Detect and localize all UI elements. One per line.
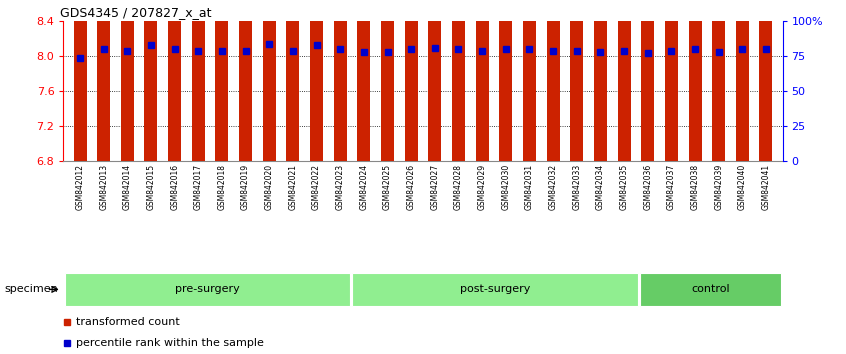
Bar — [64, 273, 350, 306]
Text: pre-surgery: pre-surgery — [175, 284, 239, 295]
Bar — [263, 0, 276, 161]
Text: transformed count: transformed count — [76, 317, 180, 327]
Bar — [570, 0, 583, 161]
Bar — [475, 0, 489, 161]
Bar — [74, 0, 86, 161]
Bar — [760, 0, 772, 161]
Bar — [428, 0, 442, 161]
Text: control: control — [691, 284, 730, 295]
Bar — [499, 0, 513, 161]
Bar — [352, 273, 638, 306]
Bar — [452, 0, 465, 161]
Bar — [665, 0, 678, 161]
Bar — [547, 0, 559, 161]
Text: specimen: specimen — [4, 284, 58, 295]
Bar — [310, 0, 323, 161]
Text: percentile rank within the sample: percentile rank within the sample — [76, 338, 264, 348]
Bar — [145, 0, 157, 161]
Bar — [640, 273, 782, 306]
Bar — [287, 0, 299, 161]
Bar — [192, 0, 205, 161]
Bar — [523, 0, 536, 161]
Bar — [404, 0, 418, 161]
Text: post-surgery: post-surgery — [459, 284, 530, 295]
Bar — [97, 0, 110, 161]
Bar — [216, 0, 228, 161]
Bar — [712, 0, 725, 161]
Bar — [381, 0, 394, 161]
Bar — [736, 0, 749, 161]
Bar — [618, 0, 630, 161]
Bar — [239, 0, 252, 161]
Bar — [168, 0, 181, 161]
Text: GDS4345 / 207827_x_at: GDS4345 / 207827_x_at — [60, 6, 212, 19]
Bar — [121, 0, 134, 161]
Bar — [641, 0, 654, 161]
Bar — [689, 0, 701, 161]
Bar — [333, 0, 347, 161]
Bar — [357, 0, 371, 161]
Bar — [594, 0, 607, 161]
